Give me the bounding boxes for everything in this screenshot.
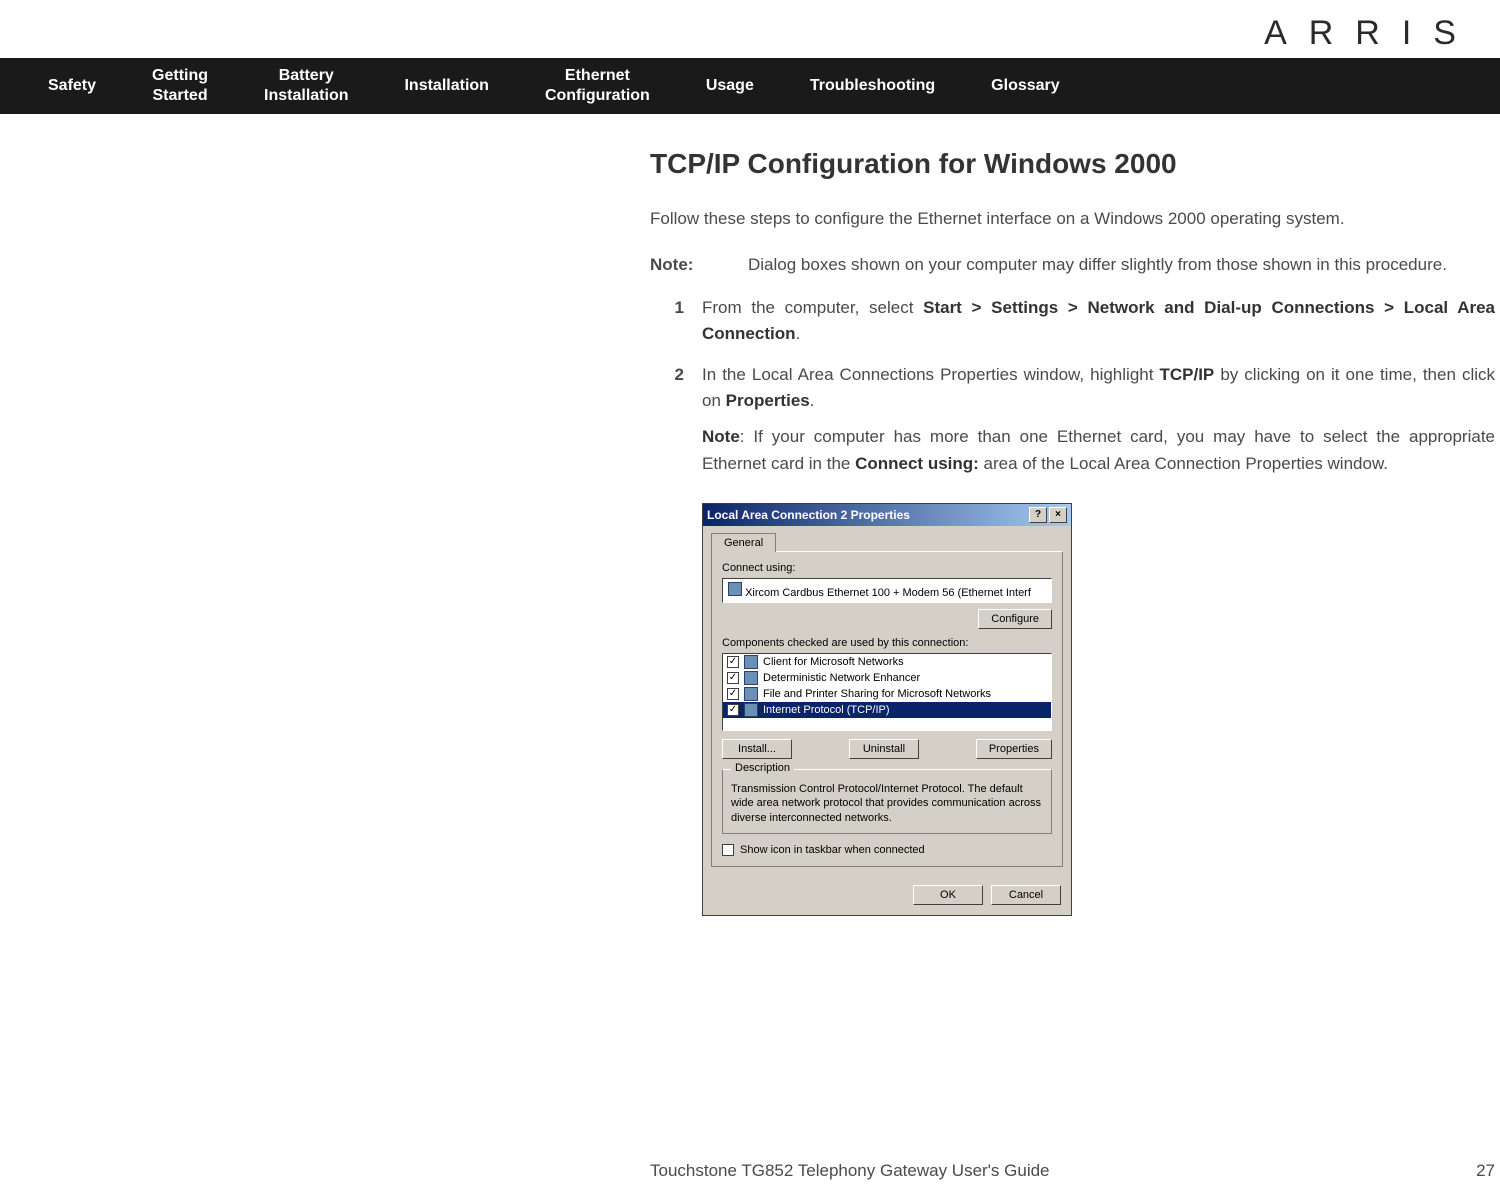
component-item[interactable]: ✓ Client for Microsoft Networks: [723, 654, 1051, 670]
show-icon-label: Show icon in taskbar when connected: [740, 844, 925, 856]
note-text: Dialog boxes shown on your computer may …: [748, 252, 1447, 278]
component-label: File and Printer Sharing for Microsoft N…: [763, 688, 991, 700]
nav-troubleshooting[interactable]: Troubleshooting: [782, 76, 963, 96]
nav-battery-installation[interactable]: Battery Installation: [236, 66, 376, 106]
step-body: From the computer, select Start > Settin…: [702, 295, 1495, 348]
description-label: Description: [731, 762, 794, 774]
description-group: Description Transmission Control Protoco…: [722, 769, 1052, 834]
nav-getting-started[interactable]: Getting Started: [124, 66, 236, 106]
tab-general[interactable]: General: [711, 533, 776, 552]
step-number: 1: [650, 295, 702, 348]
adapter-name: Xircom Cardbus Ethernet 100 + Modem 56 (…: [745, 587, 1031, 599]
component-checkbox[interactable]: ✓: [727, 704, 739, 716]
step-subnote: Note: If your computer has more than one…: [702, 424, 1495, 477]
adapter-icon: [728, 582, 742, 596]
show-icon-row[interactable]: Show icon in taskbar when connected: [722, 844, 1052, 856]
cancel-button[interactable]: Cancel: [991, 885, 1061, 905]
close-icon[interactable]: ×: [1049, 507, 1067, 523]
page-footer: Touchstone TG852 Telephony Gateway User'…: [650, 1161, 1495, 1181]
ok-button[interactable]: OK: [913, 885, 983, 905]
component-icon: [744, 703, 758, 717]
tab-strip: General: [703, 526, 1071, 551]
brand-logo: ARRIS: [1264, 14, 1478, 53]
component-item[interactable]: ✓ Deterministic Network Enhancer: [723, 670, 1051, 686]
footer-page-number: 27: [1476, 1161, 1495, 1181]
install-button[interactable]: Install...: [722, 739, 792, 759]
step: 1From the computer, select Start > Setti…: [650, 295, 1495, 348]
description-text: Transmission Control Protocol/Internet P…: [731, 782, 1043, 825]
show-icon-checkbox[interactable]: [722, 844, 734, 856]
component-icon: [744, 687, 758, 701]
components-list[interactable]: ✓ Client for Microsoft Networks ✓ Determini…: [722, 653, 1052, 731]
adapter-field[interactable]: Xircom Cardbus Ethernet 100 + Modem 56 (…: [722, 578, 1052, 603]
uninstall-button[interactable]: Uninstall: [849, 739, 919, 759]
tab-panel: Connect using: Xircom Cardbus Ethernet 1…: [711, 551, 1063, 867]
dialog-titlebar: Local Area Connection 2 Properties ? ×: [703, 504, 1071, 526]
note-label: Note:: [650, 252, 748, 278]
page-title: TCP/IP Configuration for Windows 2000: [650, 148, 1495, 180]
help-icon[interactable]: ?: [1029, 507, 1047, 523]
note-block: Note: Dialog boxes shown on your compute…: [650, 252, 1495, 278]
component-checkbox[interactable]: ✓: [727, 672, 739, 684]
footer-guide-name: Touchstone TG852 Telephony Gateway User'…: [650, 1161, 1050, 1181]
properties-button[interactable]: Properties: [976, 739, 1052, 759]
component-icon: [744, 655, 758, 669]
component-icon: [744, 671, 758, 685]
nav-safety[interactable]: Safety: [0, 76, 124, 96]
step: 2In the Local Area Connections Propertie…: [650, 362, 1495, 477]
configure-button[interactable]: Configure: [978, 609, 1052, 629]
intro-paragraph: Follow these steps to configure the Ethe…: [650, 206, 1495, 232]
component-item[interactable]: ✓ File and Printer Sharing for Microsoft …: [723, 686, 1051, 702]
nav-usage[interactable]: Usage: [678, 76, 782, 96]
properties-dialog: Local Area Connection 2 Properties ? × G…: [702, 503, 1072, 916]
component-checkbox[interactable]: ✓: [727, 656, 739, 668]
step-number: 2: [650, 362, 702, 477]
step-body: In the Local Area Connections Properties…: [702, 362, 1495, 477]
connect-using-label: Connect using:: [722, 562, 1052, 574]
nav-ethernet-configuration[interactable]: Ethernet Configuration: [517, 66, 678, 106]
components-label: Components checked are used by this conn…: [722, 637, 1052, 649]
dialog-screenshot: Local Area Connection 2 Properties ? × G…: [702, 503, 1495, 916]
component-item[interactable]: ✓ Internet Protocol (TCP/IP): [723, 702, 1051, 718]
dialog-title: Local Area Connection 2 Properties: [707, 508, 910, 522]
component-label: Client for Microsoft Networks: [763, 656, 904, 668]
component-label: Internet Protocol (TCP/IP): [763, 704, 890, 716]
nav-glossary[interactable]: Glossary: [963, 76, 1087, 96]
component-checkbox[interactable]: ✓: [727, 688, 739, 700]
component-label: Deterministic Network Enhancer: [763, 672, 920, 684]
main-nav: Safety Getting Started Battery Installat…: [0, 58, 1500, 114]
page-content: TCP/IP Configuration for Windows 2000 Fo…: [650, 148, 1495, 916]
nav-installation[interactable]: Installation: [376, 76, 516, 96]
